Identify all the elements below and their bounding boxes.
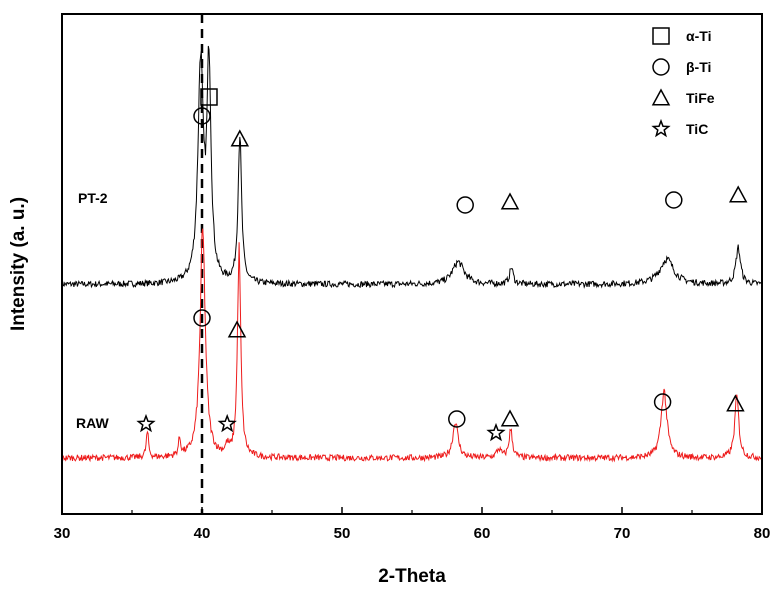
star-marker-icon — [486, 422, 506, 442]
series-line-pt-2 — [61, 45, 763, 289]
square-marker-icon — [652, 27, 670, 45]
x-tick-label: 40 — [194, 525, 211, 542]
peak-marker-layer — [136, 88, 748, 442]
series-line-raw — [61, 228, 763, 463]
x-tick-label: 70 — [614, 525, 631, 542]
legend-item-β-ti: β-Ti — [652, 58, 711, 76]
x-tick-label: 50 — [334, 525, 351, 542]
legend-label: TiFe — [686, 90, 715, 106]
triangle-marker-icon — [651, 88, 671, 106]
y-axis-title: Intensity (a. u.) — [8, 197, 29, 331]
x-tick-label: 60 — [474, 525, 491, 542]
star-marker-icon — [217, 413, 237, 433]
plot-frame — [61, 13, 763, 515]
legend-label: α-Ti — [686, 28, 711, 44]
triangle-marker-icon — [227, 320, 247, 338]
circle-marker-icon — [448, 410, 466, 428]
triangle-marker-icon — [500, 409, 520, 427]
legend-label: β-Ti — [686, 59, 711, 75]
circle-marker-icon — [193, 107, 211, 125]
x-tick-label: 80 — [754, 525, 771, 542]
legend-label: TiC — [686, 121, 708, 137]
circle-marker-icon — [652, 58, 670, 76]
star-marker-icon — [136, 413, 156, 433]
square-marker-icon — [200, 88, 218, 106]
x-tick-label: 30 — [54, 525, 71, 542]
triangle-marker-icon — [728, 185, 748, 203]
triangle-marker-icon — [726, 394, 745, 412]
legend: α-Ti β-Ti TiFe TiC — [651, 27, 715, 138]
legend-item-α-ti: α-Ti — [652, 27, 711, 45]
circle-marker-icon — [653, 393, 672, 411]
circle-marker-icon — [665, 191, 683, 209]
triangle-marker-icon — [500, 192, 520, 210]
series-label-pt-2: PT-2 — [78, 190, 108, 206]
x-axis-title: 2-Theta — [378, 566, 446, 587]
legend-item-tife: TiFe — [651, 88, 715, 106]
series-label-raw: RAW — [76, 415, 109, 431]
series-layer: PT-2 RAW — [61, 45, 763, 463]
legend-item-tic: TiC — [651, 118, 708, 138]
circle-marker-icon — [456, 196, 474, 214]
circle-marker-icon — [193, 309, 211, 327]
star-marker-icon — [651, 118, 671, 138]
triangle-marker-icon — [230, 129, 250, 147]
x-axis: 30 40 50 60 70 80 — [54, 507, 771, 542]
